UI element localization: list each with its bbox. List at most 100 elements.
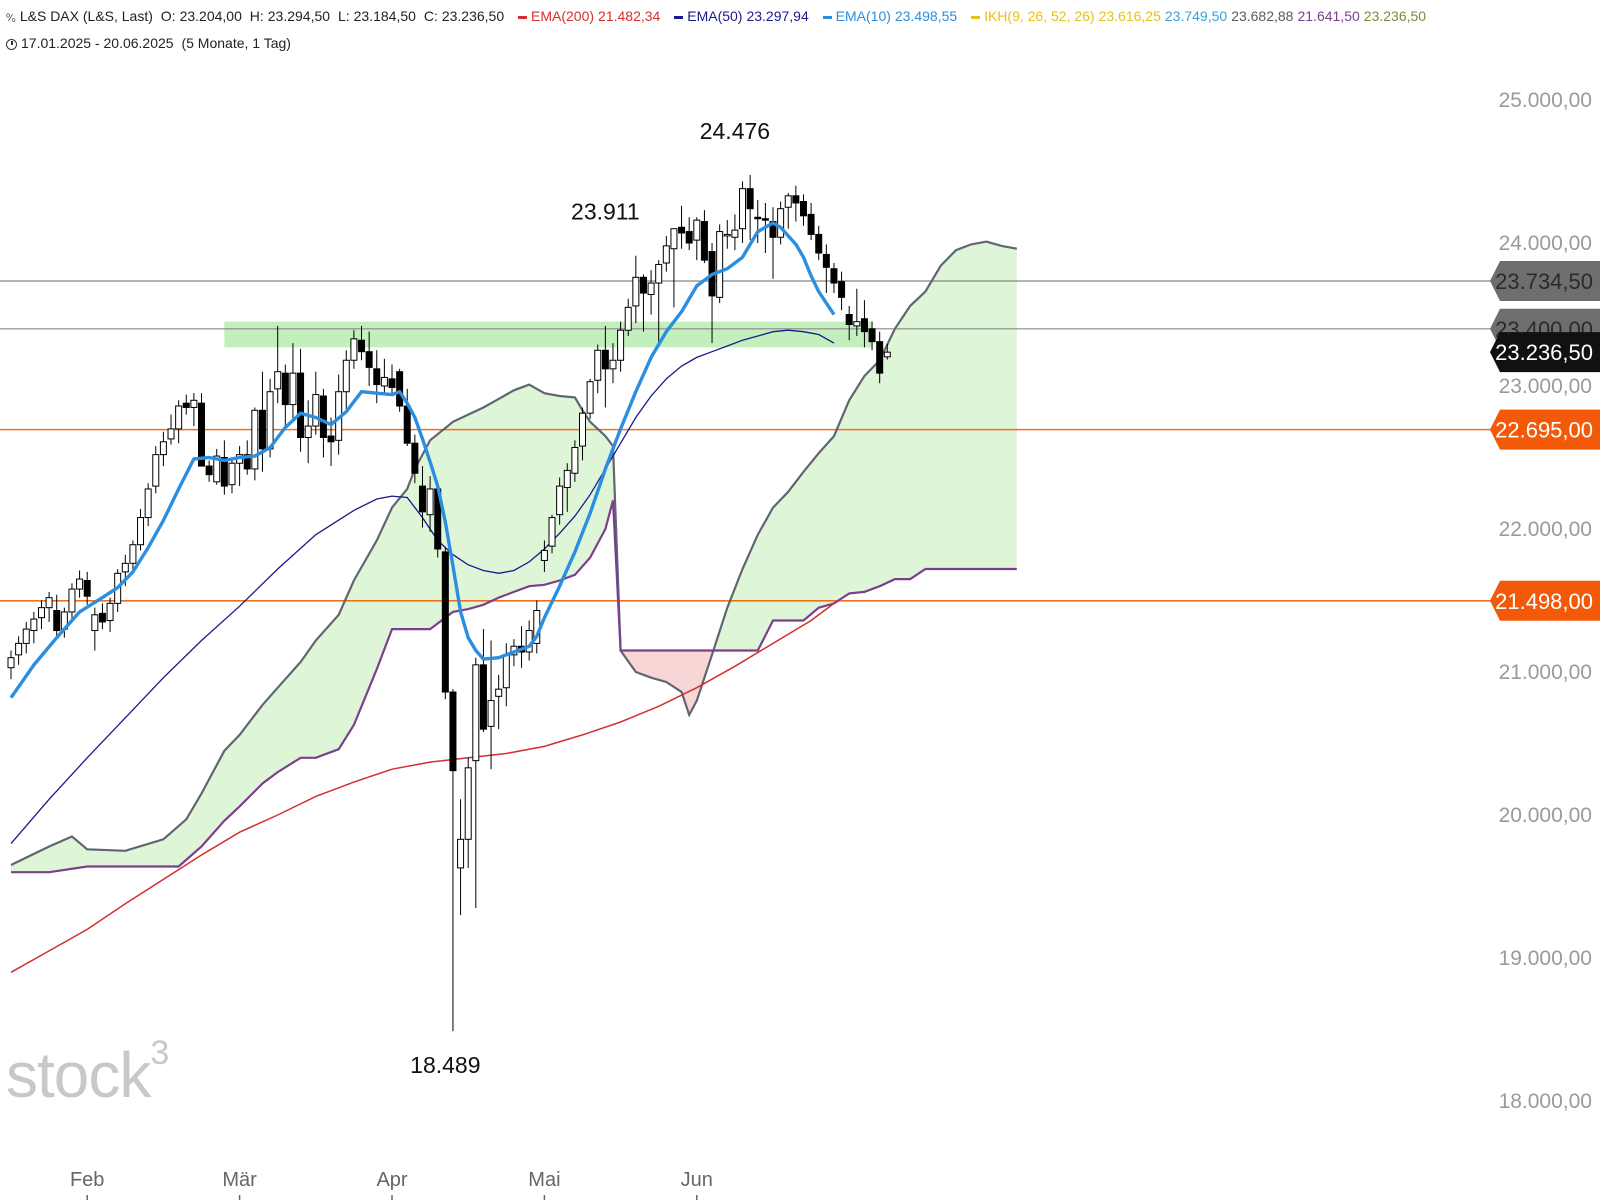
candle xyxy=(632,255,640,324)
stock3-logo: stock3 xyxy=(6,1034,169,1112)
candle-body-down xyxy=(327,435,335,443)
candle-body-up xyxy=(502,654,510,689)
candle xyxy=(251,407,259,481)
ema200-legend-swatch xyxy=(518,15,528,19)
candle xyxy=(129,540,137,572)
candle-body-down xyxy=(845,314,853,326)
candle xyxy=(182,394,190,415)
candle xyxy=(106,597,114,632)
candle-body-up xyxy=(609,359,617,370)
date-range: 17.01.2025 - 20.06.2025 xyxy=(21,35,174,51)
ema200-legend-label[interactable]: EMA(200) xyxy=(531,8,595,24)
candle-body-up xyxy=(579,412,586,447)
ema10-legend-label[interactable]: EMA(10) xyxy=(835,8,891,24)
candle-body-up xyxy=(152,454,160,487)
candle-body-down xyxy=(746,188,754,210)
candle xyxy=(297,348,305,452)
candle xyxy=(281,364,289,429)
candle xyxy=(7,650,15,680)
candle-body-down xyxy=(83,579,91,597)
kumo-cloud-bullish xyxy=(11,241,1017,873)
candle xyxy=(685,217,693,251)
candle-body-down xyxy=(838,281,846,298)
candle-body-up xyxy=(647,282,655,295)
candle-body-down xyxy=(396,371,404,407)
candle xyxy=(586,378,594,419)
candle xyxy=(258,371,266,472)
candle-body-down xyxy=(365,351,373,368)
logo-superscript: 3 xyxy=(150,1034,169,1072)
candle-body-up xyxy=(45,597,53,609)
candle-body-down xyxy=(243,454,251,470)
candle xyxy=(30,611,38,644)
ohlc-close-value: 23.236,50 xyxy=(441,8,505,24)
candle xyxy=(152,446,160,494)
candle-body-down xyxy=(860,318,868,333)
candle xyxy=(495,674,503,730)
candle-body-up xyxy=(495,688,503,697)
candles xyxy=(7,174,891,1032)
ikh-legend-swatch xyxy=(971,15,981,19)
candle xyxy=(479,629,487,733)
candle-body-up xyxy=(586,381,594,414)
candle xyxy=(548,514,556,554)
candle-body-up xyxy=(144,488,152,519)
candle xyxy=(274,325,282,404)
ohlc-open-label: O: xyxy=(160,8,176,24)
candle xyxy=(449,689,457,1032)
ema200-legend-value: 21.482,34 xyxy=(598,8,661,24)
candle-body-up xyxy=(266,391,274,450)
candle-body-down xyxy=(678,226,686,234)
bar-chart-icon: ⁰⁄₀ xyxy=(6,13,16,24)
candle-body-up xyxy=(731,229,739,238)
candle-body-up xyxy=(464,767,472,840)
candle xyxy=(464,757,472,868)
candle xyxy=(15,636,23,665)
price-badge-label: 22.695,00 xyxy=(1495,418,1593,443)
candle xyxy=(144,483,152,527)
candle-body-up xyxy=(15,642,23,656)
ikh-legend-value-3: 23.682,88 xyxy=(1231,8,1294,24)
ema10-line xyxy=(9,221,836,699)
price-badge-dark: 23.236,50 xyxy=(1490,332,1600,373)
candle-body-down xyxy=(754,216,762,220)
candle-body-up xyxy=(7,657,15,669)
candle xyxy=(777,201,785,245)
candle xyxy=(876,331,884,384)
candle-body-up xyxy=(190,399,198,408)
ikh-legend-label[interactable]: IKH(9, 26, 52, 26) xyxy=(984,8,1095,24)
candle-body-down xyxy=(639,276,647,294)
candle xyxy=(754,200,762,243)
candle xyxy=(556,477,564,525)
candle-body-down xyxy=(258,409,266,450)
candle xyxy=(579,407,586,461)
candle-body-up xyxy=(312,394,320,427)
ema50-legend-label[interactable]: EMA(50) xyxy=(687,8,743,24)
ema10-legend-value: 23.498,55 xyxy=(894,8,958,24)
candle-body-down xyxy=(388,378,396,388)
candle-body-down xyxy=(441,551,449,693)
candle xyxy=(739,181,747,243)
ohlc-high-value: 23.294,50 xyxy=(267,8,331,24)
candle-body-up xyxy=(662,245,670,264)
candle xyxy=(319,388,327,458)
candle xyxy=(830,263,838,294)
candle-body-down xyxy=(822,253,830,268)
candle xyxy=(426,476,434,532)
candle-body-down xyxy=(418,485,426,513)
y-tick-label: 18.000,00 xyxy=(1499,1090,1592,1113)
x-tick-label: Feb xyxy=(70,1169,104,1191)
candle-body-down xyxy=(868,328,876,343)
candle-body-down xyxy=(449,691,457,772)
candle xyxy=(45,591,53,622)
candle-body-up xyxy=(853,321,861,327)
logo-text: stock xyxy=(6,1039,151,1111)
candle-body-up xyxy=(548,517,556,547)
candle xyxy=(807,202,815,241)
candle-body-down xyxy=(220,457,228,487)
candle-body-up xyxy=(228,462,236,486)
candle xyxy=(68,583,76,621)
symbol-label: L&S DAX (L&S, Last) xyxy=(19,8,153,24)
kumo-lower-line xyxy=(11,500,1017,874)
